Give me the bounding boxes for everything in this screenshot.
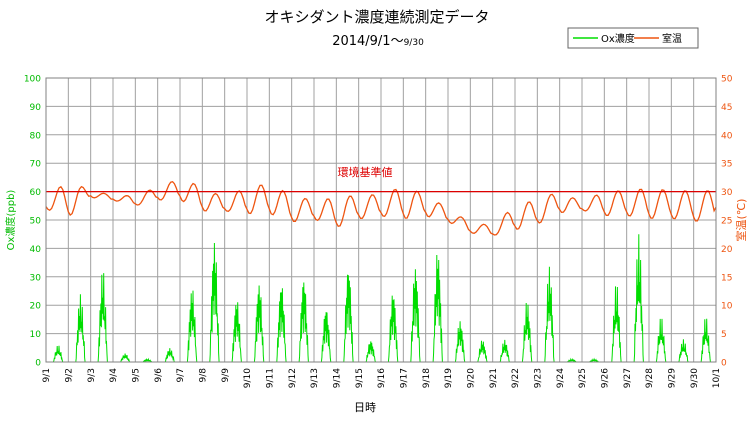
x-tick-label: 9/12: [288, 368, 298, 388]
x-tick-label: 9/9: [221, 368, 231, 383]
y-tick-label-left: 50: [30, 217, 42, 227]
x-tick-label: 9/25: [578, 368, 588, 388]
y-tick-label-right: 45: [721, 103, 732, 113]
y-tick-label-right: 15: [721, 273, 732, 283]
y-tick-label-left: 90: [30, 103, 42, 113]
x-tick-label: 9/13: [310, 368, 320, 388]
x-axis-ticks: 9/1 9/2 9/3 9/4 9/5 9/6 9/7 9/8 9/9 9/10 9/11 9/12 9…: [42, 368, 722, 388]
x-tick-label: 9/22: [511, 368, 521, 388]
x-tick-label: 9/4: [109, 368, 119, 383]
plot-border: [45, 77, 717, 363]
y-tick-label-right: 25: [721, 217, 732, 227]
x-tick-label: 9/5: [131, 368, 141, 382]
y-tick-label-right: 35: [721, 160, 732, 170]
y-tick-label-left: 100: [24, 75, 41, 85]
y-tick-label-right: 0: [721, 359, 727, 369]
x-tick-label: 9/7: [176, 368, 186, 382]
y-tick-label-left: 30: [30, 273, 42, 283]
x-tick-label: 9/15: [355, 368, 365, 388]
y-tick-label-right: 30: [721, 188, 733, 198]
chart-subtitle: 2014/9/1～9/30: [332, 34, 424, 49]
x-tick-label: 9/17: [399, 368, 409, 388]
y-tick-label-right: 20: [721, 245, 733, 255]
y-tick-label-left: 10: [30, 330, 42, 340]
x-tick-label: 9/10: [243, 368, 253, 388]
legend-label-ox: Ox濃度: [601, 32, 635, 45]
y-tick-label-right: 50: [721, 75, 733, 85]
y-tick-label-left: 20: [30, 302, 42, 312]
y-tick-label-left: 80: [30, 131, 42, 141]
subtitle-main: 2014/9/1～: [332, 34, 403, 49]
legend-label-temp: 室温: [662, 32, 682, 45]
x-tick-label: 9/23: [533, 368, 543, 388]
y-tick-label-right: 40: [721, 131, 733, 141]
y-tick-label-left: 60: [30, 188, 42, 198]
y-tick-label-left: 70: [30, 160, 42, 170]
x-tick-label: 9/19: [444, 368, 454, 388]
x-tick-label: 9/26: [600, 368, 610, 388]
legend-box: [567, 27, 699, 49]
x-tick-label: 9/6: [154, 368, 164, 383]
x-tick-label: 9/29: [667, 368, 677, 388]
y-axis-right-label: 室温(℃): [734, 199, 748, 242]
x-tick-label: 9/3: [87, 368, 97, 382]
y-axis-right-ticks: 0 5 10 15 20 25 30 35 40 45 50: [721, 75, 733, 369]
x-tick-label: 9/21: [489, 368, 499, 388]
x-axis-label: 日時: [354, 401, 376, 414]
subtitle-end: 9/30: [404, 38, 424, 48]
x-tick-label: 9/8: [198, 368, 208, 383]
legend: Ox濃度 室温: [567, 27, 699, 49]
x-tick-label: 9/20: [466, 368, 476, 388]
x-tick-label: 9/30: [690, 368, 700, 388]
y-axis-left-label: Ox濃度(ppb): [4, 190, 17, 251]
x-tick-label: 9/18: [422, 368, 432, 388]
x-tick-label: 9/28: [645, 368, 655, 388]
x-tick-label: 9/24: [556, 368, 566, 388]
y-tick-label-right: 10: [721, 302, 733, 312]
x-tick-label: 9/11: [265, 368, 275, 388]
x-tick-label: 9/16: [377, 368, 387, 388]
y-tick-label-left: 0: [35, 359, 41, 369]
y-tick-label-right: 5: [721, 330, 727, 340]
reference-line-label: 環境基準値: [338, 165, 393, 179]
x-tick-label: 9/27: [623, 368, 633, 388]
x-tick-label: 10/1: [712, 368, 722, 388]
x-tick-label: 9/14: [332, 368, 342, 388]
y-axis-left-ticks: 0 10 20 30 40 50 60 70 80 90 100: [24, 75, 41, 369]
y-tick-label-left: 40: [30, 245, 42, 255]
x-tick-label: 9/2: [64, 368, 74, 382]
x-tick-label: 9/1: [42, 368, 52, 382]
series-temp-line: [45, 180, 717, 236]
chart-title: オキシダント濃度連続測定データ: [264, 8, 489, 26]
